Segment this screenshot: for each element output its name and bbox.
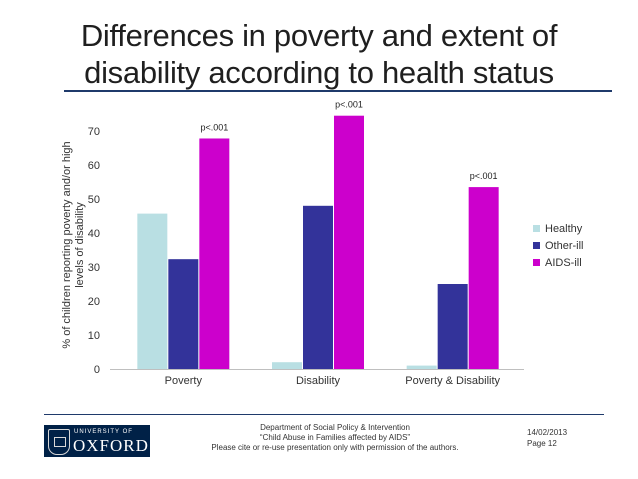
bar-aids-ill-1 — [199, 138, 230, 369]
footer-date: 14/02/2013 — [527, 428, 568, 437]
annotation-label: p<.001 — [470, 171, 498, 181]
annotation-label: p<.001 — [200, 122, 228, 132]
x-tick-label: Poverty — [165, 375, 203, 387]
bar-aids-ill-2 — [334, 115, 364, 369]
bar-healthy-1 — [137, 213, 168, 369]
y-tick-label: 0 — [94, 364, 100, 376]
y-tick-label: 40 — [88, 228, 100, 240]
y-tick-label: 50 — [88, 194, 100, 206]
legend-swatch-aids-ill — [533, 259, 540, 266]
bar-chart: % of children reporting poverty and/or h… — [61, 100, 584, 387]
y-axis-title-line-2: levels of disability — [74, 202, 86, 288]
annotation-label: p<.001 — [335, 100, 363, 110]
title-divider — [64, 90, 612, 92]
footer-department: Department of Social Policy & Interventi… — [260, 423, 410, 432]
y-axis-title-line-1: % of children reporting poverty and/or h… — [61, 141, 73, 348]
legend-label-healthy: Healthy — [545, 223, 583, 235]
legend: Healthy Other-ill AIDS-ill — [533, 223, 584, 269]
y-tick-label: 60 — [88, 160, 100, 172]
footer-divider — [44, 414, 604, 415]
bar-healthy-2 — [272, 362, 302, 369]
bar-aids-ill-3 — [468, 187, 499, 369]
y-axis-title: % of children reporting poverty and/or h… — [61, 141, 86, 348]
footer-date-page: 14/02/2013 Page 12 — [527, 427, 567, 449]
y-axis-ticks: 0 10 20 30 40 50 60 70 — [88, 126, 100, 376]
annotations: p<.001 p<.001 p<.001 — [200, 100, 497, 181]
bar-other-ill-1 — [168, 259, 199, 369]
bar-healthy-3 — [406, 365, 437, 369]
x-axis-ticks: Poverty Disability Poverty & Disability — [165, 375, 501, 387]
legend-label-aids-ill: AIDS-ill — [545, 257, 582, 269]
y-tick-label: 30 — [88, 262, 100, 274]
slide-title-line-1: Differences in poverty and extent of — [80, 18, 558, 53]
logo-university-text: UNIVERSITY OF — [74, 429, 133, 435]
slide-title-line-2: disability according to health status — [84, 55, 554, 90]
bar-other-ill-3 — [437, 284, 468, 369]
bar-other-ill-2 — [303, 205, 333, 369]
x-tick-label: Poverty & Disability — [405, 375, 500, 387]
footer-page: Page 12 — [527, 439, 557, 448]
logo-oxford-text: OXFORD — [73, 436, 149, 455]
legend-swatch-other-ill — [533, 242, 540, 249]
x-tick-label: Disability — [296, 375, 341, 387]
y-tick-label: 10 — [88, 330, 100, 342]
oxford-logo: UNIVERSITY OF OXFORD — [44, 425, 150, 457]
crest-icon — [48, 429, 70, 455]
footer-permission: Please cite or re-use presentation only … — [211, 443, 459, 452]
footer-project: “Child Abuse in Families affected by AID… — [259, 433, 411, 442]
legend-label-other-ill: Other-ill — [545, 240, 584, 252]
bars — [137, 115, 499, 369]
y-tick-label: 70 — [88, 126, 100, 138]
y-tick-label: 20 — [88, 296, 100, 308]
legend-swatch-healthy — [533, 225, 540, 232]
footer-credits: Department of Social Policy & Interventi… — [190, 423, 480, 453]
